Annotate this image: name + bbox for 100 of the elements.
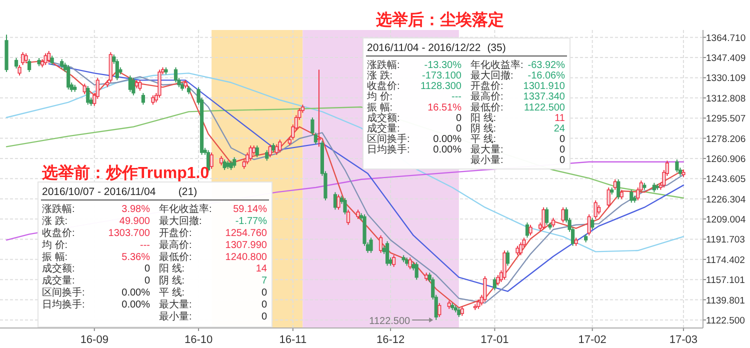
annotation: 成交量: [42,274,75,287]
y-tick-label: 1139.801 [706,295,745,306]
text: 2016/11/04 - 2016/12/22 [367,42,481,54]
annotation: 1240.800 [225,252,268,263]
annotation: 0 [456,123,462,134]
annotation: 日均换手: [42,298,85,311]
annotation: 开盘价: [159,226,192,239]
annotation: 最高价: [470,90,504,103]
annotation: 0.00% [433,134,462,146]
annotation: 阳 线: [470,112,496,124]
annotation: 最低价: [159,250,192,263]
annotation: 涨跌幅: [42,203,75,215]
annotation: 收盘价: [367,80,400,92]
y-tick-label: 1174.402 [706,254,745,266]
annotation: 1122.500 [524,102,566,114]
annotation: 均 价: [41,238,68,251]
y-tick-label: 1347.409 [706,53,746,64]
annotation: 最大量: [470,144,504,156]
x-tick-label: 16-12 [376,334,405,346]
annotation: 0.00% [122,288,150,299]
annotation: 1301.910 [523,81,566,92]
annotation: 0 [456,112,462,124]
annotation: 阳 线: [159,262,185,275]
annotation: 区间换手: [367,133,410,146]
annotation: 年化收益率: [470,59,524,71]
annotation: 1337.340 [523,92,566,103]
annotation: 7 [261,276,268,287]
annotation: 最大回撤: [159,214,202,227]
annotation: 24 [554,123,566,134]
annotation: 振 幅: [367,101,393,114]
y-tick-label: 1157.101 [706,275,745,286]
annotation: 0 [261,288,268,299]
annotation: 59.14% [233,204,268,215]
annotation: 1128.300 [420,81,462,92]
annotation: 日均换手: [367,144,410,156]
y-tick-label: 1226.304 [706,194,746,206]
annotation: 11 [554,112,566,124]
x-tick-label: 17-02 [578,334,606,346]
annotation: 0 [559,134,566,146]
annotation: 1122.500 [369,316,411,327]
annotation: 0.00% [122,300,150,311]
annotation: 3.98% [122,204,150,215]
annotation: 最大量: [159,298,192,311]
y-tick-label: 1312.808 [706,93,746,104]
annotation: 最小量: [159,310,192,322]
annotation: 成交额: [42,262,75,275]
y-tick-label: 1364.710 [706,32,746,44]
annotation: 0 [559,144,566,156]
annotation: 平 线: [470,133,496,146]
annotation: 1307.990 [225,240,268,251]
annotation: 0 [144,276,150,287]
x-tick-label: 17-01 [480,334,509,346]
annotation: 年化收益率: [159,203,212,215]
x-tick-label: 16-09 [80,334,108,346]
annotation: 1303.700 [108,228,150,239]
y-tick-label: 1278.206 [706,134,746,145]
annotation: 均 价: [366,90,393,103]
annotation: 14 [256,264,268,275]
annotation: 0 [261,300,268,311]
annotation: 0.00% [433,144,462,156]
text: 2016/10/07 - 2016/11/04 [42,186,156,198]
annotation: 收盘价: [42,226,75,239]
annotation: 区间换手: [42,286,85,299]
annotation: 0 [559,155,566,166]
y-tick-label: 1191.703 [706,234,745,246]
annotation: -16.06% [528,70,566,82]
annotation: 阴 线: [470,122,496,134]
text: (35) [487,42,506,54]
annotation: 16.51% [428,102,462,114]
annotation: 1254.760 [225,228,268,239]
annotation: 阴 线: [159,274,185,287]
annotation: 5.36% [122,252,150,263]
annotation: 涨 跌: [367,70,393,82]
annotation: 振 幅: [42,250,68,263]
y-tick-label: 1209.004 [706,214,746,226]
y-tick-label: 1122.500 [706,315,745,326]
annotation: 最低价: [470,101,504,114]
x-tick-label: 17-03 [669,334,698,346]
annotation: 涨 跌: [42,214,68,227]
text: (21) [178,186,198,198]
annotation: 成交额: [367,112,400,124]
x-tick-label: 16-11 [279,334,307,346]
y-tick-label: 1295.507 [706,114,746,125]
annotation: --- [140,240,150,251]
annotation: -63.92% [528,60,566,71]
text: 选举后：尘埃落定 [375,11,504,29]
annotation: 49.900 [119,216,150,227]
y-tick-label: 1243.605 [706,174,746,186]
annotation: 最高价: [159,238,192,251]
annotation: -173.100 [422,70,462,82]
annotation: 最小量: [470,154,504,166]
annotation: -1.77% [235,216,268,227]
annotation: 最大回撤: [470,70,514,82]
annotation: 0 [144,264,150,275]
y-tick-label: 1330.109 [706,73,746,84]
annotation: 0 [261,311,268,322]
y-tick-label: 1260.906 [706,154,746,165]
annotation: 开盘价: [470,80,504,92]
annotation: 选举前：炒作Trump1.0 [41,164,210,182]
annotation: 成交量: [367,122,400,134]
